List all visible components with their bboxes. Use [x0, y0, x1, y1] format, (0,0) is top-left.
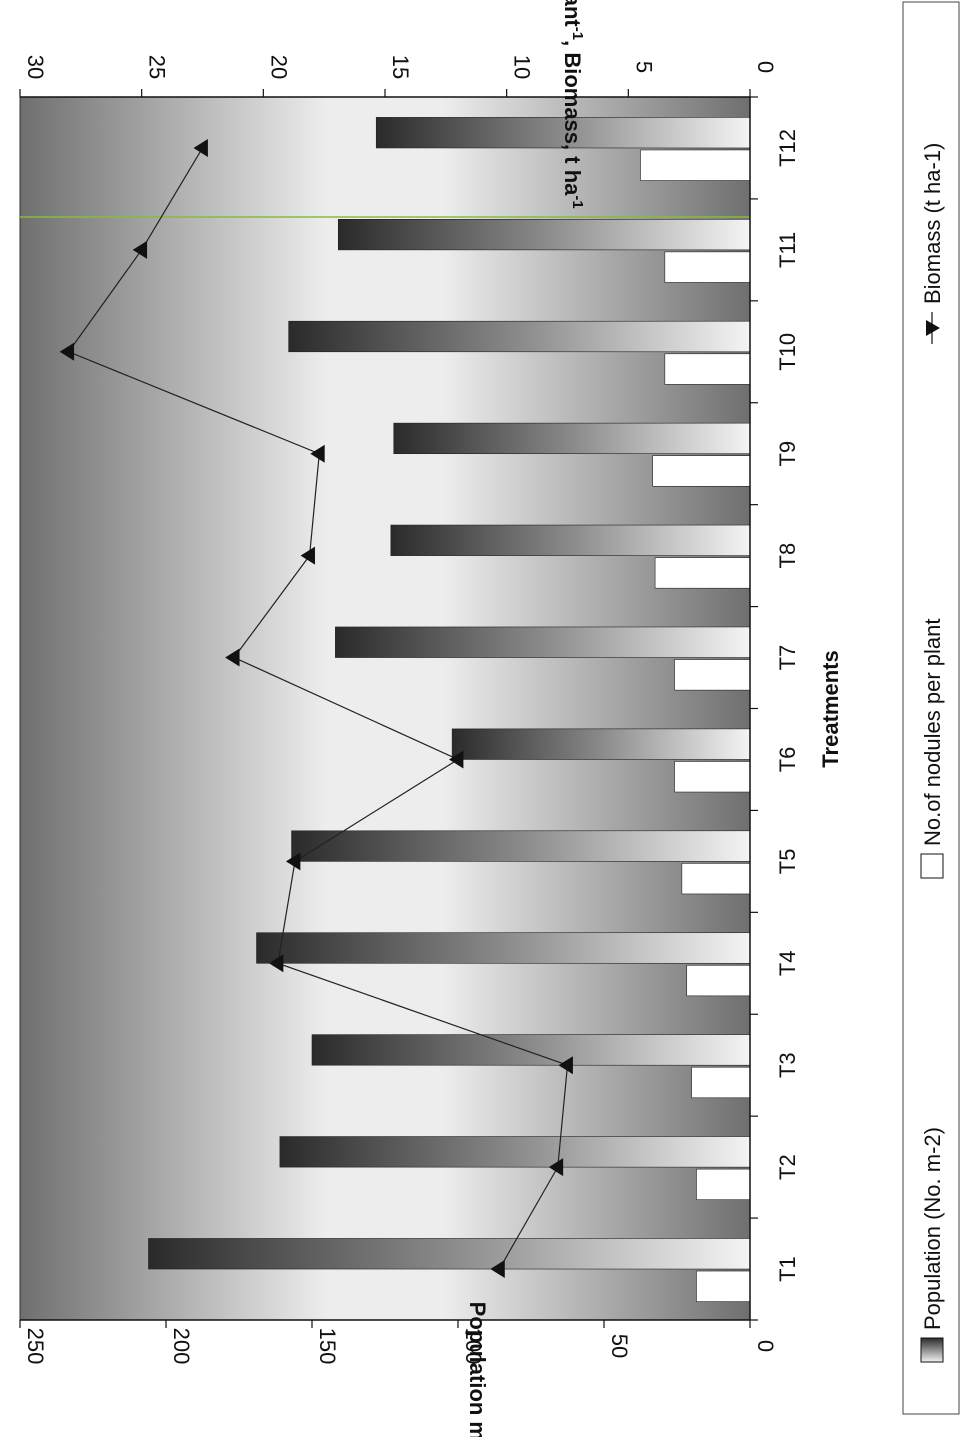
population-bar-T12: [375, 117, 751, 149]
legend-population-label: Population (No. m-2): [920, 1127, 945, 1330]
right-axis-tick-label: 5: [631, 61, 656, 73]
nodules-bar-T12: [640, 149, 751, 181]
category-label-T3: T3: [775, 1052, 800, 1078]
right-axis-tick-label: 15: [388, 55, 413, 79]
population-bar-T3: [311, 1034, 751, 1066]
left-axis-title: Population m-2: [465, 1302, 492, 1437]
nodules-bar-T8: [654, 557, 751, 589]
legend-nodules-swatch: [920, 853, 944, 879]
right-axis-title-p0: Nodules plant: [560, 0, 585, 27]
right-axis-tick-label: 25: [145, 55, 170, 79]
biomass-point-T8: [300, 546, 315, 565]
nodules-bar-T1: [696, 1270, 751, 1302]
population-bar-T10: [288, 320, 751, 353]
population-bar-T2: [279, 1136, 751, 1168]
category-label-T9: T9: [775, 441, 800, 467]
plot-area: [19, 96, 751, 1321]
category-label-T5: T5: [775, 849, 800, 875]
biomass-point-T10: [59, 342, 75, 361]
population-bar-T11: [337, 219, 751, 251]
biomass-point-T2: [548, 1158, 564, 1177]
population-bar-T9: [393, 422, 751, 455]
legend-population-swatch: [920, 1337, 944, 1363]
biomass-point-T4: [268, 954, 284, 973]
legend-biomass-marker: [926, 320, 940, 336]
nodules-bar-T6: [674, 761, 751, 793]
category-label-T2: T2: [775, 1154, 800, 1180]
biomass-point-T12: [193, 138, 208, 157]
biomass-line: [67, 147, 569, 1270]
left-axis-tick-label: 100: [461, 1328, 486, 1365]
category-label-T11: T11: [775, 232, 800, 268]
left-axis-title-main: Population m: [465, 1302, 490, 1437]
x-axis-title: Treatments: [818, 650, 843, 767]
population-bar-T6: [451, 728, 751, 760]
biomass-point-T5: [285, 852, 301, 871]
population-bar-T1: [148, 1238, 751, 1270]
nodules-bar-T10: [664, 353, 751, 385]
right-axis-title: Nodules plant-1, Biomass, t ha-1: [560, 0, 587, 209]
right-axis-title-p2: , Biomass, t ha: [560, 40, 585, 196]
category-label-T1: T1: [775, 1256, 800, 1282]
biomass-point-T1: [490, 1260, 505, 1279]
biomass-point-T3: [558, 1056, 573, 1075]
nodules-bar-T5: [681, 863, 751, 895]
right-axis-tick-label: 0: [753, 61, 778, 73]
nodules-bar-T11: [664, 251, 751, 283]
left-axis-tick-label: 0: [753, 1340, 778, 1352]
left-axis-tick-label: 250: [23, 1328, 48, 1365]
nodules-bar-T4: [686, 964, 751, 997]
category-label-T7: T7: [775, 645, 800, 671]
left-axis-tick-label: 150: [315, 1328, 340, 1365]
category-label-T10: T10: [775, 333, 800, 371]
right-axis-tick-label: 20: [266, 55, 291, 79]
right-axis-tick-label: 30: [23, 55, 48, 79]
biomass-point-T9: [310, 444, 325, 463]
category-label-T8: T8: [775, 543, 800, 569]
legend-biomass-label: Biomass (t ha-1): [920, 143, 945, 304]
biomass-point-T6: [449, 750, 464, 769]
population-bar-T7: [335, 626, 751, 658]
nodules-bar-T3: [691, 1066, 751, 1099]
nodules-bar-T2: [696, 1168, 751, 1201]
category-label-T6: T6: [775, 747, 800, 773]
population-bar-T8: [390, 524, 751, 556]
left-axis-tick-label: 200: [169, 1328, 194, 1365]
population-bar-T5: [291, 830, 751, 862]
left-axis-tick-label: 50: [607, 1334, 632, 1358]
legend: [902, 1, 960, 1415]
right-axis-title-p1: -1: [570, 27, 587, 40]
category-label-T12: T12: [775, 129, 800, 167]
biomass-point-T11: [132, 240, 148, 259]
right-axis-title-p3: -1: [570, 195, 587, 208]
nodules-bar-T9: [652, 455, 751, 487]
biomass-point-T7: [225, 648, 240, 667]
category-label-T4: T4: [775, 950, 800, 976]
nodules-bar-T7: [674, 659, 751, 691]
population-bar-T4: [256, 932, 751, 964]
legend-nodules-label: No.of nodules per plant: [920, 619, 945, 847]
right-axis-tick-label: 10: [510, 55, 535, 79]
